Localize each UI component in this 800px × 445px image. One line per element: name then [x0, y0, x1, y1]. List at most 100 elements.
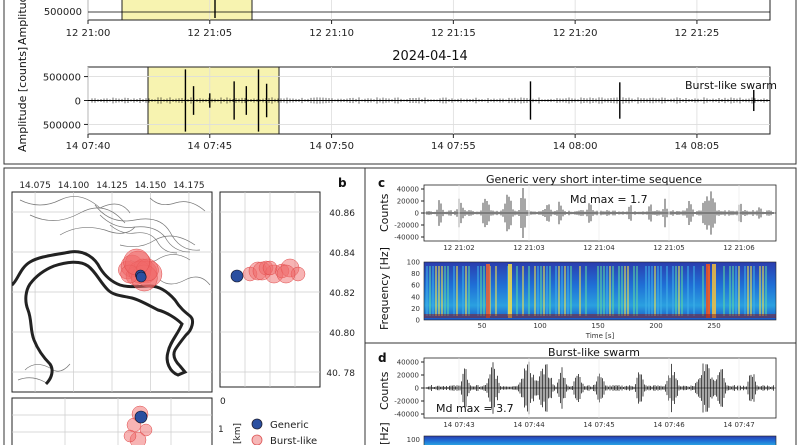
spectrogram-band	[600, 266, 602, 316]
spectrogram-band	[468, 266, 470, 316]
spectrogram-band	[702, 266, 704, 316]
spectrogram-band	[747, 266, 749, 316]
spectrogram-band	[462, 266, 464, 316]
spectrogram-band	[597, 266, 599, 316]
panel-d-spectrogram	[423, 435, 777, 445]
spectrogram-band	[435, 266, 437, 316]
panel-c-spec-xtick-1: 100	[533, 322, 546, 330]
side-burst-event	[262, 260, 278, 276]
spectrogram-band	[744, 266, 746, 316]
top-xtick-label-1: 12 21:05	[187, 28, 232, 39]
spectrogram-band	[762, 266, 764, 316]
side-unit: [km]	[233, 423, 243, 444]
panel-c-trace	[424, 185, 776, 241]
top-xtick-label-5: 12 21:25	[675, 28, 720, 39]
spectrogram-energy-band	[508, 264, 512, 318]
top-panel-frame	[3, 0, 797, 165]
spectrogram-band	[645, 266, 647, 316]
spectrogram-band	[546, 266, 548, 316]
waveform-trace	[88, 69, 770, 132]
panel-c-xticks: 12 21:02 12 21:03 12 21:04 12 21:05 12 21:06	[443, 244, 755, 252]
map-ytick-label-0: 40.86	[329, 209, 355, 219]
panel-c-spectrogram-bands	[424, 264, 776, 318]
panel-c-yticks: 40000 20000 0 -20000 -40000	[394, 186, 424, 242]
lower-events	[123, 405, 153, 445]
generic-event	[135, 271, 147, 283]
panel-d-xtick-label-2: 14 07:45	[583, 421, 614, 429]
panel-d-xtick-label-3: 14 07:46	[653, 421, 685, 429]
panel-d-spec-ylabel: [Hz]	[378, 422, 391, 445]
spectrogram-band	[735, 266, 737, 316]
panel-c-spec-xtick-4: 250	[707, 322, 720, 330]
map-contours	[17, 196, 211, 385]
panel-c-letter: c	[378, 176, 385, 190]
waveform-xtick-label-1: 14 07:45	[187, 141, 232, 152]
spectrogram-band	[606, 266, 608, 316]
spectrogram-band	[681, 266, 683, 316]
top-waveform-grid	[87, 0, 698, 20]
top-xtick-label-3: 12 21:15	[431, 28, 476, 39]
panel-c-xtick-label-2: 12 21:04	[583, 244, 615, 252]
spectrogram-band	[555, 266, 557, 316]
waveform-xtick-label-2: 14 07:50	[309, 141, 354, 152]
spectrogram-band	[675, 266, 677, 316]
spectrogram-band	[441, 266, 443, 316]
spectrogram-band	[579, 266, 581, 316]
panel-c-spec-ytick-5: 0	[416, 317, 420, 325]
panel-c-spec-ylabel: Frequency [Hz]	[378, 247, 391, 330]
map-ytick-label-2: 40.82	[329, 289, 355, 299]
spectrogram-band	[621, 266, 623, 316]
top-waveform-axes: 500000 Amplitude 12 21:00 12 21:05 12 21:1…	[16, 0, 771, 45]
waveform-xtick-label-5: 14 08:05	[675, 141, 720, 152]
panel-c-spec-xtick-2: 150	[591, 322, 604, 330]
legend-label-burst: Burst-like	[270, 436, 317, 445]
panel-d-annotation: Md max = 3.7	[436, 402, 514, 415]
spectrogram-band	[456, 266, 458, 316]
spectrogram-band	[453, 266, 455, 316]
waveform-ytick-label-1: 0	[75, 97, 81, 108]
panel-c-spec-yticks: 100 80 60 40 20 0	[407, 259, 420, 325]
coastline	[12, 250, 195, 386]
spectrogram-band	[729, 266, 731, 316]
side-events	[230, 258, 306, 284]
waveform-ytick-label-2: 500000	[43, 120, 81, 131]
top-waveform-ylabel: Amplitude	[16, 0, 29, 45]
spectrogram-band	[567, 266, 569, 316]
legend-label-generic: Generic	[270, 420, 309, 431]
lower-grid	[12, 398, 212, 445]
top-xtick-label-2: 12 21:10	[309, 28, 354, 39]
spectrogram-band	[618, 266, 620, 316]
panel-c-ytick-label-3: -20000	[394, 222, 419, 230]
panel-d-ytick-label-0: 40000	[397, 359, 419, 367]
spectrogram-band	[636, 266, 638, 316]
panel-d-ylabel: Counts	[378, 371, 391, 410]
spectrogram-band	[480, 266, 482, 316]
panel-c: c Generic very short inter-time sequence…	[378, 173, 777, 340]
waveform-axes: Burst-like swarm 500000 0 500000 Amplitude…	[16, 47, 777, 152]
panel-c-xtick-label-3: 12 21:05	[653, 244, 684, 252]
panel-d-xtick-label-1: 14 07:44	[513, 421, 545, 429]
lower-burst-event	[123, 429, 137, 443]
panel-d-ytick-label-3: -20000	[394, 398, 419, 406]
panel-d-title: Burst-like swarm	[548, 346, 640, 359]
panel-d-xtick-label-0: 14 07:43	[443, 421, 474, 429]
panel-c-ytick-label-4: -40000	[394, 234, 419, 242]
spectrogram-band	[753, 266, 755, 316]
spectrogram-band	[723, 266, 725, 316]
panel-b-letter: b	[338, 176, 347, 190]
spectrogram-band	[465, 266, 467, 316]
waveform-xticks: 14 07:40 14 07:45 14 07:50 14 07:55 14 08:00…	[66, 134, 720, 152]
panel-d-spec-ytick: 100	[407, 436, 420, 444]
panel-c-spec-ytick-0: 100	[407, 259, 420, 267]
panel-c-spec-ytick-1: 80	[411, 270, 420, 278]
side-tick-1: 1	[218, 425, 224, 435]
side-tick-0: 0	[220, 397, 226, 407]
side-generic-event	[230, 269, 244, 283]
lower-burst-event	[139, 423, 153, 437]
spectrogram-band	[738, 266, 740, 316]
spectrogram-band	[540, 266, 542, 316]
spectrogram-band	[483, 266, 485, 316]
panel-c-ytick-label-2: 0	[415, 210, 419, 218]
map-xtick-label-2: 14.125	[96, 181, 128, 191]
spectrogram-band	[585, 266, 587, 316]
